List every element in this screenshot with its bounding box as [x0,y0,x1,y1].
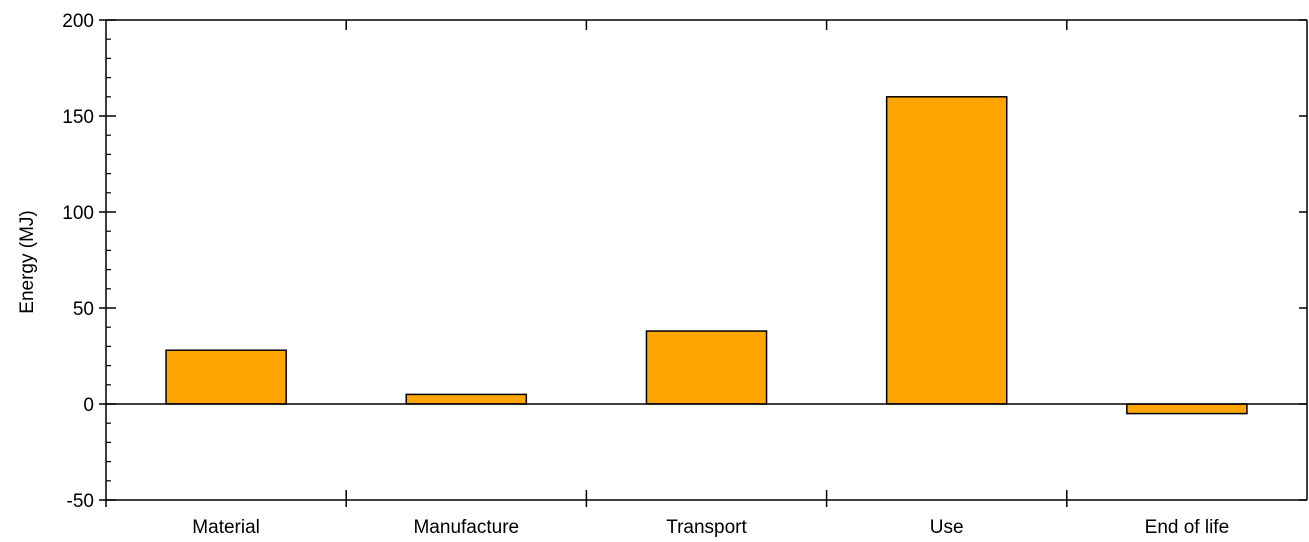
x-tick-label: End of life [1145,517,1230,538]
bars [165,96,1248,415]
x-tick-label: Material [192,517,260,538]
y-tick-label: 150 [62,107,94,128]
x-category-ticks [105,20,1068,507]
y-tick-labels: -50 0 50 100 150 200 [62,11,94,512]
bar-use [885,96,1008,405]
y-tick-label: 50 [73,299,94,320]
x-tick-label: Manufacture [413,517,519,538]
y-major-ticks [99,19,1307,501]
y-axis-title: Energy (MJ) [17,210,38,313]
y-tick-label: 0 [83,395,94,416]
y-tick-label: 100 [62,203,94,224]
bar-manufacture [405,393,528,405]
y-minor-ticks [106,38,111,482]
x-tick-label: Use [930,517,964,538]
bar-end-of-life [1126,403,1248,415]
y-tick-label: -50 [67,491,94,512]
x-tick-labels: Material Manufacture Transport Use End of li… [192,517,1229,538]
x-tick-label: Transport [666,517,747,538]
bar-material [165,349,287,405]
y-tick-label: 200 [62,11,94,32]
bar-transport [645,330,768,405]
